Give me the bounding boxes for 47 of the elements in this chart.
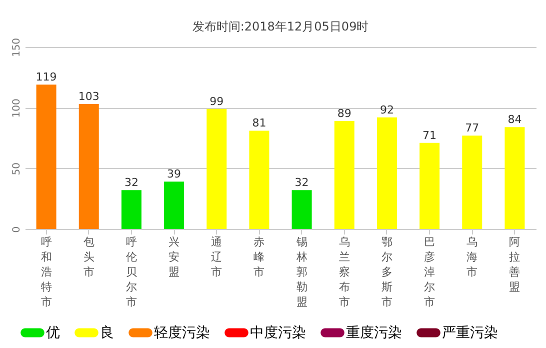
data-label: 103 <box>78 90 100 104</box>
x-tick-label: 阿拉善盟 <box>509 236 520 294</box>
data-label: 77 <box>465 122 480 135</box>
data-label: 89 <box>337 107 352 120</box>
legend-label: 轻度污染 <box>154 324 210 341</box>
data-label: 99 <box>210 94 224 108</box>
bar <box>164 182 184 229</box>
x-tick-label: 呼和浩特市 <box>40 236 52 308</box>
legend-label: 重度污染 <box>346 324 402 341</box>
y-tick-label: 100 <box>12 98 22 118</box>
x-tick-label: 乌海市 <box>466 236 478 278</box>
bar <box>36 84 56 229</box>
x-tick-label: 鄂尔多斯市 <box>381 236 392 308</box>
data-label: 84 <box>508 113 522 126</box>
x-tick-label: 赤峰市 <box>254 236 265 278</box>
legend-label: 良 <box>100 324 114 341</box>
y-tick-label: 50 <box>12 162 22 176</box>
x-tick-label: 包头市 <box>83 236 94 278</box>
x-tick-label: 兴安盟 <box>168 236 180 278</box>
legend-label: 严重污染 <box>442 324 498 341</box>
bar <box>334 121 354 229</box>
bar <box>78 104 99 229</box>
x-tick-label: 巴彦淖尔市 <box>424 236 436 308</box>
legend-label: 优 <box>46 324 60 341</box>
data-label: 71 <box>422 128 437 142</box>
x-tick-label: 通辽市 <box>211 236 222 278</box>
data-label: 32 <box>124 176 138 190</box>
data-label: 32 <box>294 176 309 190</box>
data-label: 81 <box>252 116 266 130</box>
data-label: 39 <box>167 168 182 181</box>
bar <box>462 136 482 229</box>
legend-label: 中度污染 <box>250 324 306 341</box>
bar <box>420 142 440 229</box>
x-tick-label: 呼伦贝尔市 <box>126 236 137 308</box>
data-label: 92 <box>380 103 394 116</box>
y-tick-label: 0 <box>12 226 22 233</box>
y-tick-label: 150 <box>12 38 22 58</box>
bar <box>121 190 142 229</box>
bar <box>376 117 397 229</box>
bar <box>206 108 227 229</box>
chart-title: 发布时间:2018年12月05日09时 <box>192 19 369 34</box>
data-label: 119 <box>36 70 57 84</box>
bar <box>504 127 525 229</box>
x-tick-label: 乌兰察布市 <box>338 236 350 308</box>
bar <box>249 130 270 229</box>
bar <box>292 190 312 229</box>
x-tick-label: 锡林郭勒盟 <box>295 236 308 308</box>
